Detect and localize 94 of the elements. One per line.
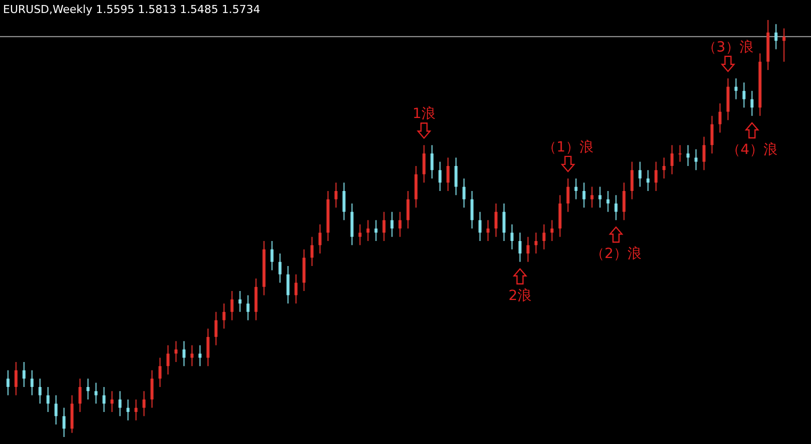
candlestick: [158, 357, 162, 388]
candlestick: [110, 390, 114, 412]
candlestick: [390, 211, 394, 238]
candlestick: [118, 390, 122, 417]
candlestick: [638, 161, 642, 188]
candlestick: [502, 202, 506, 242]
candlestick: [622, 182, 626, 221]
candlestick: [86, 378, 90, 400]
candlestick: [366, 220, 370, 242]
candlestick: [102, 386, 106, 412]
candlestick: [478, 211, 482, 242]
candlestick: [318, 224, 322, 254]
candlestick: [190, 344, 194, 367]
candlestick: [238, 290, 242, 312]
candlestick: [62, 407, 66, 438]
candlestick: [494, 202, 498, 238]
candlestick: [686, 144, 690, 166]
candlestick: [486, 220, 490, 242]
candlestick: [150, 370, 154, 408]
candlestick: [534, 232, 538, 254]
candlestick: [454, 157, 458, 196]
annotation: （2）浪: [590, 246, 642, 262]
candlestick: [526, 236, 530, 262]
candlestick: [222, 303, 226, 330]
candlestick: [206, 328, 210, 367]
candlestick: [574, 178, 578, 200]
candlestick: [142, 390, 146, 417]
annotation: 2浪: [508, 288, 532, 304]
candlestick: [342, 182, 346, 221]
candlestick: [310, 236, 314, 267]
candlestick: [278, 253, 282, 284]
candlestick: [742, 82, 746, 108]
candlestick: [774, 24, 778, 50]
candlestick: [430, 144, 434, 179]
candlestick: [174, 340, 178, 362]
candlestick: [182, 340, 186, 367]
candlestick: [22, 361, 26, 388]
candlestick: [694, 148, 698, 171]
annotation: （4）浪: [726, 142, 778, 158]
candlestick: [710, 115, 714, 154]
candlestick: [78, 378, 82, 412]
candlestick: [214, 311, 218, 346]
candlestick: [358, 224, 362, 246]
candlestick: [46, 386, 50, 412]
annotation: （1）浪: [542, 139, 594, 156]
candlestick: [30, 370, 34, 396]
candlestick: [334, 182, 338, 208]
candlestick: [606, 190, 610, 212]
candlestick: [126, 398, 130, 421]
candlestick: [270, 240, 274, 271]
candlestick: [6, 370, 10, 396]
candlestick: [382, 211, 386, 242]
candlestick: [438, 161, 442, 192]
candlestick: [518, 232, 522, 262]
candlestick: [654, 161, 658, 192]
annotation: （3）浪: [702, 39, 754, 56]
candlestick: [134, 398, 138, 421]
candlestick: [734, 78, 738, 100]
candlestick: [470, 190, 474, 229]
candlestick: [614, 194, 618, 221]
candlestick: [166, 344, 170, 375]
candlestick: [38, 378, 42, 404]
candlestick: [406, 190, 410, 229]
candlestick: [374, 220, 378, 242]
annotation: 1浪: [412, 106, 436, 122]
candlestick: [398, 211, 402, 238]
chart-title: EURUSD,Weekly 1.5595 1.5813 1.5485 1.5734: [3, 3, 260, 16]
candlestick: [230, 290, 234, 321]
candlestick: [294, 274, 298, 304]
candlestick: [510, 224, 514, 250]
candlestick: [590, 186, 594, 208]
candlestick: [670, 144, 674, 175]
candlestick: [582, 182, 586, 208]
candlestick: [462, 178, 466, 208]
candlestick: [198, 344, 202, 367]
candlestick: [422, 144, 426, 184]
candlestick: [246, 294, 250, 321]
candlestick: [94, 382, 98, 404]
candlestick: [598, 186, 602, 208]
candlestick: [750, 90, 754, 116]
candlestick: [14, 361, 18, 396]
candlestick: [550, 220, 554, 242]
candlestick: [702, 136, 706, 171]
candlestick: [782, 28, 786, 62]
candlestick: [446, 157, 450, 192]
candlestick: [286, 266, 290, 304]
candlestick: [718, 102, 722, 134]
candlestick: [678, 144, 682, 162]
candlestick: [630, 161, 634, 200]
candlestick: [542, 224, 546, 250]
candlestick: [646, 170, 650, 192]
candlestick: [566, 178, 570, 212]
candlestick: [662, 157, 666, 179]
candlestick: [54, 394, 58, 425]
